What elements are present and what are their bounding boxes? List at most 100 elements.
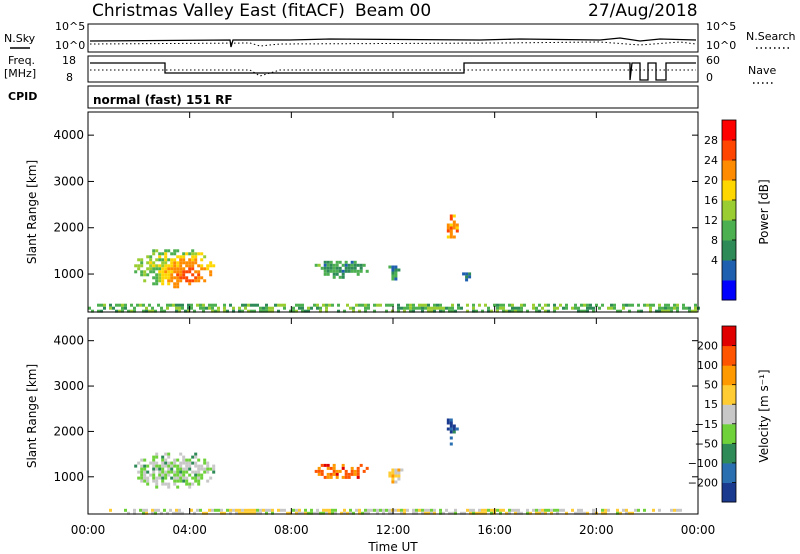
- velocity-cell: [403, 508, 406, 512]
- power-cell: [562, 306, 565, 310]
- velocity-cell: [391, 480, 395, 484]
- power-cell: [448, 309, 451, 313]
- velocity-cell: [463, 511, 466, 515]
- power-cell: [332, 266, 336, 270]
- power-cell: [364, 306, 367, 310]
- velocity-cell: [532, 508, 535, 512]
- velocity-cell: [247, 508, 250, 512]
- nsky-label: N.Sky: [4, 32, 36, 45]
- power-cell: [449, 235, 453, 239]
- velocity-cell: [529, 511, 532, 515]
- power-cell: [449, 223, 453, 227]
- power-cell: [154, 309, 157, 313]
- power-cell: [163, 309, 166, 313]
- power-cell: [197, 276, 201, 280]
- velocity-cell: [344, 469, 348, 473]
- power-cell: [465, 275, 469, 279]
- power-cell: [149, 264, 153, 268]
- power-cell: [394, 268, 398, 272]
- velocity-cell: [191, 461, 195, 465]
- power-cell: [155, 279, 159, 283]
- velocity-cell: [155, 482, 159, 486]
- velocity-cell: [449, 436, 453, 440]
- velocity-cell: [173, 473, 177, 477]
- velocity-cell: [142, 511, 145, 515]
- power-cell: [462, 272, 466, 276]
- velocity-cell: [679, 508, 682, 512]
- velocity-cell: [535, 508, 538, 512]
- power-cell: [166, 306, 169, 310]
- power-cell: [191, 267, 195, 271]
- velocity-cell: [619, 511, 622, 515]
- power-cell: [472, 303, 475, 307]
- power-cell: [565, 303, 568, 307]
- power-region-2: [388, 265, 401, 281]
- velocity-colorbar-segment: [722, 345, 736, 366]
- power-cell: [271, 306, 274, 310]
- velocity-cell: [449, 427, 453, 431]
- power-cell: [335, 272, 339, 276]
- power-cell: [403, 309, 406, 313]
- velocity-cell: [338, 469, 342, 473]
- velocity-cell: [397, 477, 401, 481]
- velocity-cell: [109, 508, 112, 512]
- velocity-cell: [158, 470, 162, 474]
- nave-tick-bottom: 0: [706, 71, 713, 84]
- power-cell: [178, 309, 181, 313]
- power-cell: [452, 235, 456, 239]
- power-cell: [538, 303, 541, 307]
- power-cell: [164, 273, 168, 277]
- power-cell: [217, 306, 220, 310]
- velocity-cell: [332, 463, 336, 467]
- velocity-cell: [673, 508, 676, 512]
- power-cell: [496, 309, 499, 313]
- power-cell: [277, 309, 280, 313]
- velocity-cell: [149, 473, 153, 477]
- power-cell: [649, 303, 652, 307]
- velocity-colorbar-tick-label: −15: [695, 418, 718, 431]
- velocity-cell: [553, 508, 556, 512]
- power-cell: [191, 249, 195, 253]
- power-cell: [121, 306, 124, 310]
- velocity-ytick-label: 3000: [53, 379, 84, 393]
- power-cell: [211, 309, 214, 313]
- power-cell: [191, 273, 195, 277]
- power-cell: [178, 306, 181, 310]
- power-cell: [329, 263, 333, 267]
- velocity-cell: [241, 511, 244, 515]
- power-cell: [199, 306, 202, 310]
- power-cell: [164, 258, 168, 262]
- power-cell: [502, 306, 505, 310]
- power-cell: [244, 306, 247, 310]
- freq-trace: [90, 62, 696, 81]
- power-cell: [164, 276, 168, 280]
- velocity-cell: [331, 508, 334, 512]
- velocity-cell: [188, 467, 192, 471]
- date-title: 27/Aug/2018: [588, 1, 698, 21]
- velocity-cell: [323, 475, 327, 479]
- velocity-cell: [164, 464, 168, 468]
- velocity-cell: [592, 511, 595, 515]
- velocity-cell: [209, 467, 213, 471]
- velocity-cell: [317, 466, 321, 470]
- power-cell: [667, 303, 670, 307]
- power-colorbar-segment: [722, 220, 736, 241]
- velocity-cell: [382, 508, 385, 512]
- velocity-cell: [427, 511, 430, 515]
- velocity-cell: [185, 458, 189, 462]
- power-cell: [667, 306, 670, 310]
- power-cell: [331, 303, 334, 307]
- power-cell: [580, 303, 583, 307]
- velocity-cell: [319, 511, 322, 515]
- velocity-cell: [193, 511, 196, 515]
- velocity-cell: [161, 467, 165, 471]
- power-cell: [244, 303, 247, 307]
- velocity-cell: [350, 472, 354, 476]
- power-cell: [511, 309, 514, 313]
- power-cell: [203, 255, 207, 259]
- power-cell: [472, 309, 475, 313]
- power-cell: [502, 309, 505, 313]
- power-cell: [247, 303, 250, 307]
- power-cell: [465, 278, 469, 282]
- power-cell: [658, 303, 661, 307]
